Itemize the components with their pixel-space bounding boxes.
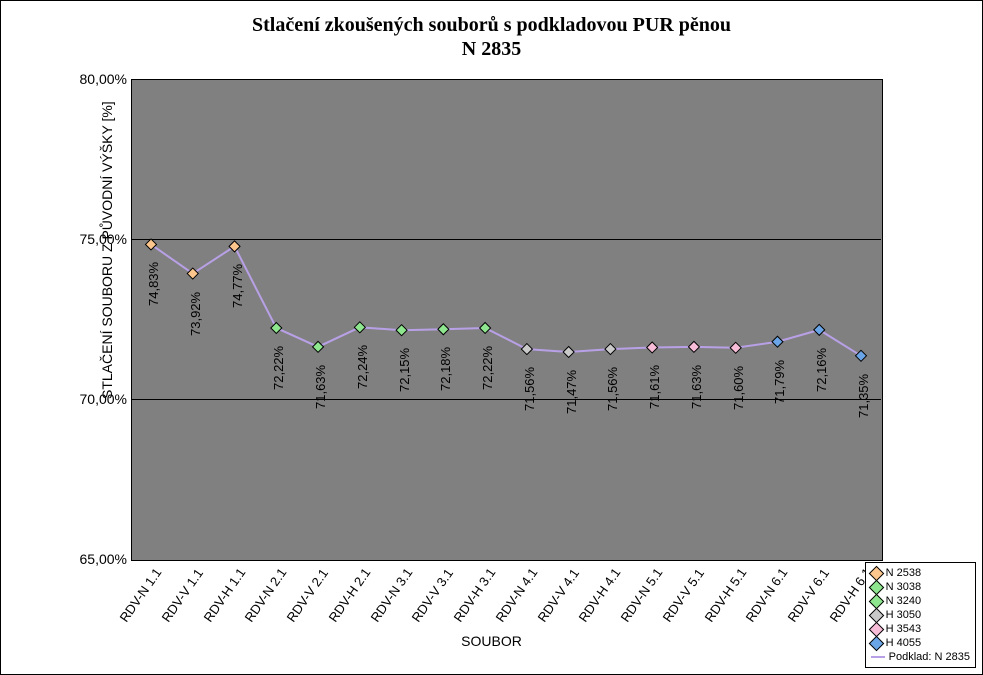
x-tick-label: RDV-N 3.1: [367, 567, 414, 625]
data-marker: [521, 344, 532, 355]
legend-item: H 3050: [871, 608, 970, 622]
legend-label: N 3240: [886, 594, 921, 608]
data-label: 72,15%: [397, 348, 412, 392]
data-marker: [229, 241, 240, 252]
data-label: 71,47%: [564, 370, 579, 414]
legend-item: H 4055: [871, 636, 970, 650]
data-label: 71,61%: [647, 365, 662, 409]
data-marker: [856, 350, 867, 361]
data-label: 71,79%: [772, 360, 787, 404]
legend-item: H 3543: [871, 622, 970, 636]
x-axis-label: SOUBOR: [1, 633, 982, 666]
data-marker: [563, 346, 574, 357]
data-label: 72,16%: [814, 348, 829, 392]
data-label: 71,63%: [689, 365, 704, 409]
data-marker: [814, 324, 825, 335]
data-label: 71,63%: [313, 365, 328, 409]
data-marker: [313, 341, 324, 352]
data-marker: [438, 324, 449, 335]
y-axis-label: STLAČENÍ SOUBORU Z PŮVODNÍ VÝŠKY [%]: [99, 101, 115, 399]
data-marker: [647, 342, 658, 353]
data-marker: [396, 325, 407, 336]
legend-item: N 2538: [871, 566, 970, 580]
data-label: 71,56%: [522, 367, 537, 411]
x-tick-label: RDV-V 2.1: [284, 567, 331, 625]
title-line1: Stlačení zkoušených souborů s podkladovo…: [252, 14, 731, 36]
x-tick-label: RDV-V 5.1: [660, 567, 707, 625]
x-tick-label: RDV-N 5.1: [618, 567, 665, 625]
x-tick-label: RDV-H 1.1: [200, 567, 247, 625]
chart-title: Stlačení zkoušených souborů s podkladovo…: [1, 13, 982, 61]
data-label: 74,77%: [230, 264, 245, 308]
legend-label: N 2538: [886, 566, 921, 580]
legend-label: H 4055: [886, 636, 921, 650]
x-tick-label: RDV-N 6.1: [743, 567, 790, 625]
legend-item: N 3240: [871, 594, 970, 608]
data-label: 73,92%: [188, 291, 203, 335]
x-tick-label: RDV-V 1.1: [158, 567, 205, 625]
legend-label: H 3050: [886, 608, 921, 622]
data-marker: [605, 344, 616, 355]
x-tick-label: RDV-N 4.1: [492, 567, 539, 625]
data-label: 74,83%: [146, 262, 161, 306]
data-label: 71,35%: [856, 374, 871, 418]
x-tick-label: RDV-H 5.1: [701, 567, 748, 625]
data-marker: [271, 322, 282, 333]
x-tick-label: RDV-N 1.1: [117, 567, 164, 625]
chart-frame: Stlačení zkoušených souborů s podkladovo…: [0, 0, 983, 675]
data-label: 72,18%: [438, 347, 453, 391]
data-marker: [688, 341, 699, 352]
data-label: 71,60%: [731, 366, 746, 410]
x-tick-label: RDV-H 2.1: [325, 567, 372, 625]
legend-label: Podklad: N 2835: [889, 650, 970, 664]
data-marker: [730, 342, 741, 353]
title-line2: N 2835: [462, 38, 521, 60]
data-label: 71,56%: [605, 367, 620, 411]
data-marker: [354, 322, 365, 333]
data-marker: [772, 336, 783, 347]
x-tick-label: RDV-V 4.1: [534, 567, 581, 625]
x-tick-label: RDV-H 3.1: [451, 567, 498, 625]
legend-swatch: [868, 635, 884, 651]
x-tick-label: RDV-V 6.1: [785, 567, 832, 625]
x-tick-label: RDV-H 4.1: [576, 567, 623, 625]
series-line: [151, 244, 861, 355]
legend-label: H 3543: [886, 622, 921, 636]
plot-area: 65,00%70,00%75,00%80,00% 74,83%RDV-N 1.1…: [81, 79, 881, 559]
x-tick-label: RDV-N 2.1: [242, 567, 289, 625]
legend-item: N 3038: [871, 580, 970, 594]
legend-line-swatch: [871, 656, 885, 658]
data-label: 72,22%: [480, 346, 495, 390]
data-label: 72,22%: [271, 346, 286, 390]
data-label: 72,24%: [355, 345, 370, 389]
legend: N 2538N 3038N 3240H 3050H 3543H 4055Podk…: [865, 562, 976, 668]
data-marker: [480, 322, 491, 333]
x-tick-label: RDV-V 3.1: [409, 567, 456, 625]
legend-item: Podklad: N 2835: [871, 650, 970, 664]
legend-label: N 3038: [886, 580, 921, 594]
